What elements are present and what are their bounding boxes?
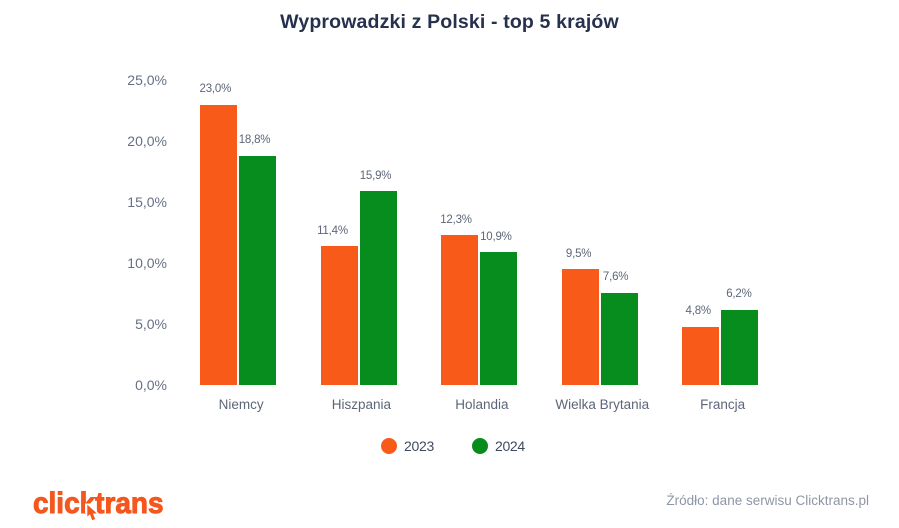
svg-text:clicktrans: clicktrans — [33, 487, 164, 520]
